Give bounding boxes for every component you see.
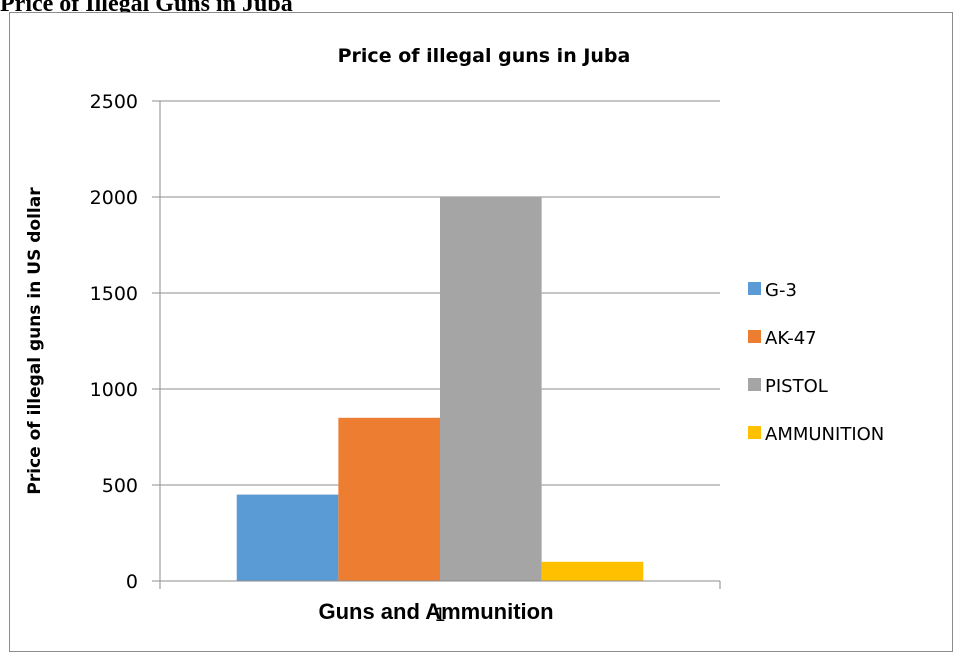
bars <box>236 197 644 581</box>
x-axis-label: Guns and Ammunition <box>318 599 553 624</box>
axes <box>152 100 721 589</box>
bar-g-3 <box>236 494 339 581</box>
legend-swatch <box>748 378 761 391</box>
y-axis-label: Price of illegal guns in US dollar <box>25 187 45 495</box>
bar-pistol <box>440 197 542 581</box>
y-tick-label: 2500 <box>90 91 138 113</box>
x-tick-label: 1 <box>434 604 446 626</box>
legend: G-3 AK-47 PISTOL AMMUNITION <box>748 280 884 445</box>
legend-label: AK-47 <box>765 328 817 349</box>
bar-ak-47 <box>338 417 440 581</box>
legend-swatch <box>748 330 761 343</box>
bar-chart: Price of illegal guns in Juba 0 500 1000 15… <box>25 45 884 626</box>
legend-label: G-3 <box>765 280 797 301</box>
bar-ammunition <box>541 561 644 581</box>
legend-label: PISTOL <box>765 376 828 397</box>
y-tick-label: 0 <box>126 571 138 593</box>
chart-title: Price of illegal guns in Juba <box>338 45 631 67</box>
x-tick-labels: 1 <box>434 604 446 626</box>
legend-label: AMMUNITION <box>765 424 884 445</box>
y-tick-label: 1000 <box>90 379 138 401</box>
y-tick-label: 2000 <box>90 187 138 209</box>
y-tick-label: 500 <box>102 475 138 497</box>
legend-swatch <box>748 282 761 295</box>
y-tick-labels: 0 500 1000 1500 2000 2500 <box>90 91 138 593</box>
legend-swatch <box>748 426 761 439</box>
y-tick-label: 1500 <box>90 283 138 305</box>
